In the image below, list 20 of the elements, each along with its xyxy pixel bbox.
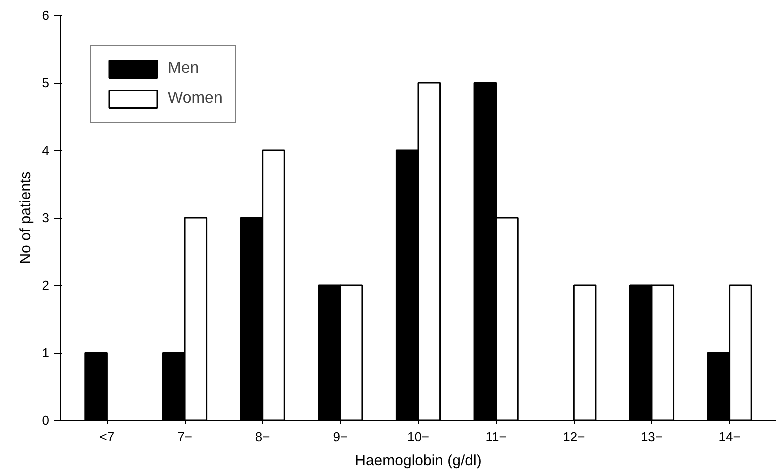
x-tick-label: 12− bbox=[563, 430, 586, 444]
x-tick-label: <7 bbox=[100, 430, 115, 444]
x-tick-label: 14− bbox=[718, 430, 741, 444]
x-tick-label: 13− bbox=[640, 430, 664, 444]
y-tick-label: 1 bbox=[42, 346, 50, 360]
x-tick-label: 10− bbox=[407, 430, 430, 444]
y-tick-label: 5 bbox=[42, 76, 50, 90]
y-tick-label: 6 bbox=[42, 8, 50, 23]
x-axis-title: Haemoglobin (g/dl) bbox=[355, 452, 482, 470]
y-tick-label: 4 bbox=[42, 143, 50, 158]
legend-label: Women bbox=[168, 90, 223, 108]
x-tick-label: 8− bbox=[255, 430, 270, 444]
x-tick-label: 7− bbox=[178, 430, 192, 444]
x-tick-label: 9− bbox=[333, 430, 348, 444]
y-tick-label: 0 bbox=[42, 413, 50, 428]
y-tick-label: 2 bbox=[42, 278, 50, 293]
y-tick-label: 3 bbox=[42, 210, 50, 226]
y-axis-title: No of patients bbox=[17, 172, 34, 264]
legend-label: Men bbox=[168, 60, 200, 78]
x-tick-label: 11− bbox=[486, 430, 507, 444]
